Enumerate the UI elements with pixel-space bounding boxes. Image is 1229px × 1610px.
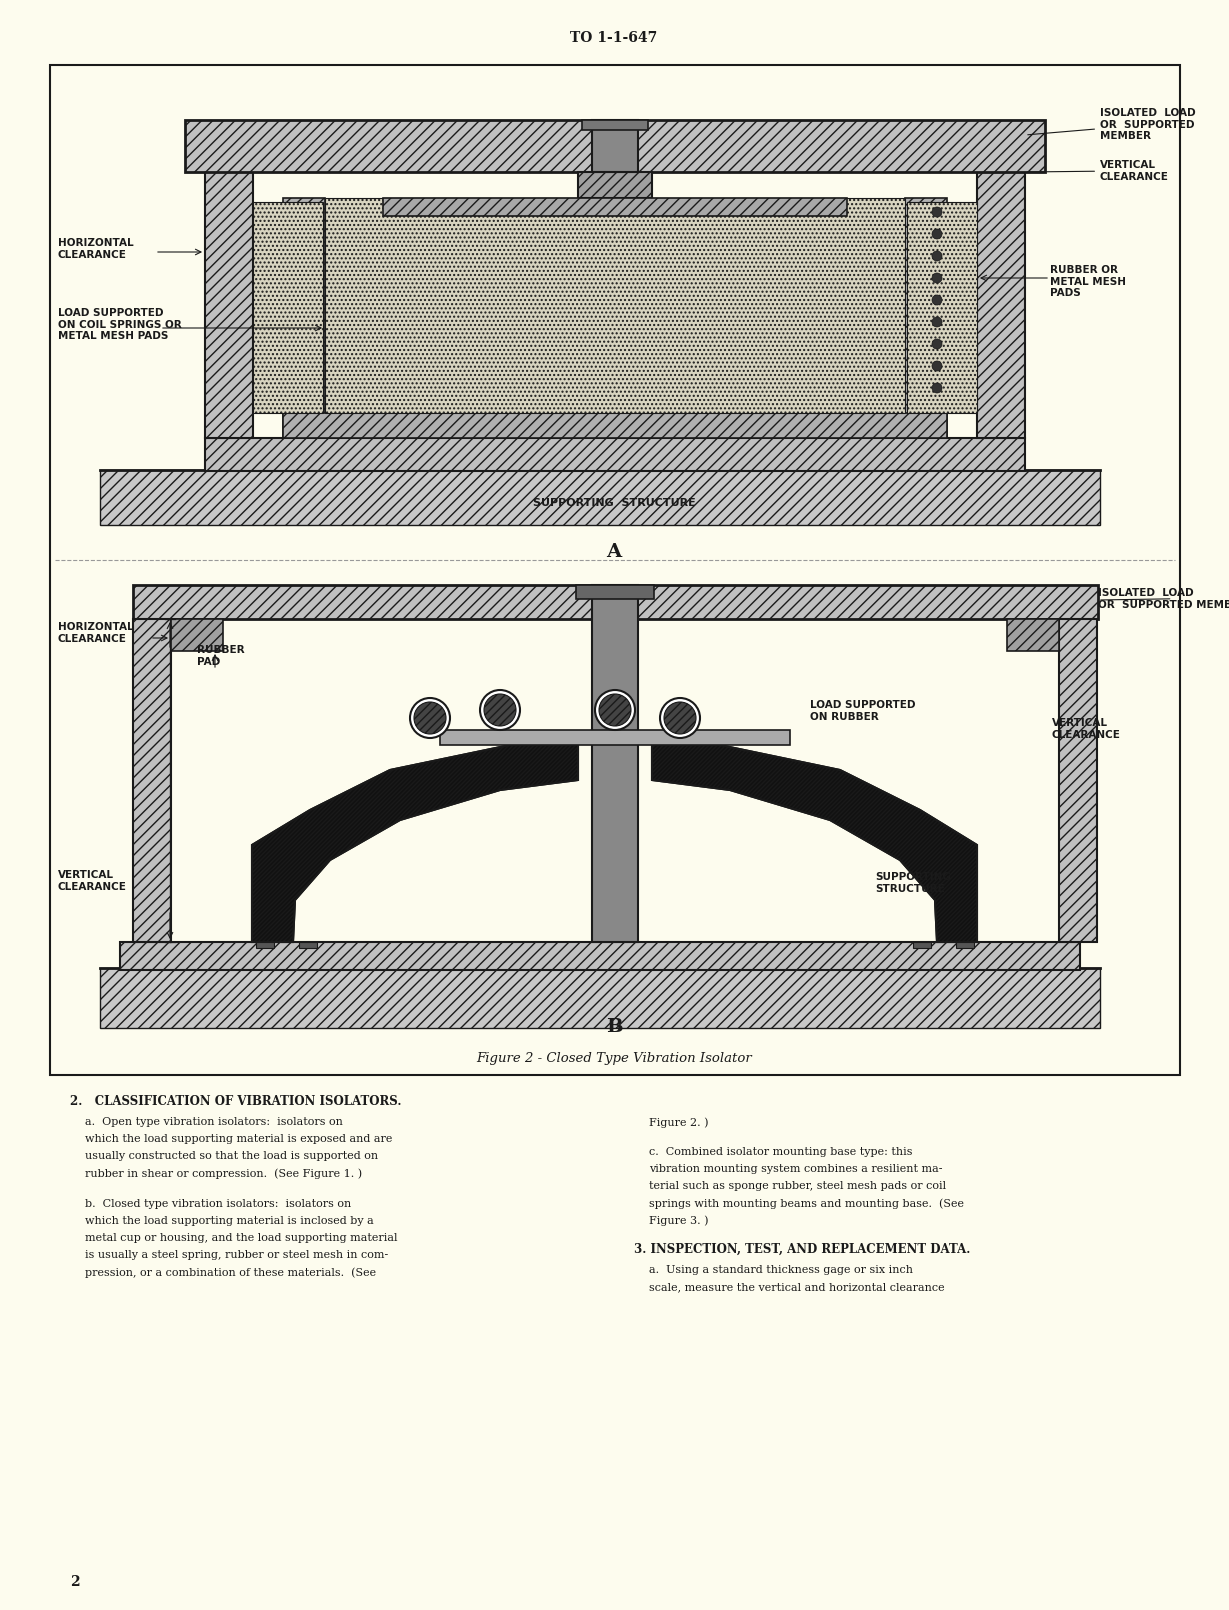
Bar [253, 201, 323, 414]
Circle shape [932, 208, 941, 217]
Text: vibration mounting system combines a resilient ma-: vibration mounting system combines a res… [649, 1164, 943, 1174]
Bar [133, 618, 171, 942]
Text: 2.   CLASSIFICATION OF VIBRATION ISOLATORS.: 2. CLASSIFICATION OF VIBRATION ISOLATORS… [70, 1095, 402, 1108]
Text: rubber in shear or compression.  (See Figure 1. ): rubber in shear or compression. (See Fig… [85, 1167, 363, 1179]
Text: HORIZONTAL
CLEARANCE: HORIZONTAL CLEARANCE [58, 621, 134, 644]
Text: Figure 2. ): Figure 2. ) [649, 1117, 708, 1127]
Text: Figure 3. ): Figure 3. ) [649, 1216, 708, 1225]
Circle shape [932, 251, 941, 261]
Bar [1059, 618, 1097, 942]
Text: Figure 2 - Closed Type Vibration Isolator: Figure 2 - Closed Type Vibration Isolato… [476, 1051, 752, 1064]
Bar [324, 198, 905, 414]
Polygon shape [252, 737, 578, 942]
Bar [383, 198, 847, 216]
Text: B: B [606, 1018, 622, 1035]
Text: ISOLATED  LOAD
OR  SUPPORTED
MEMBER: ISOLATED LOAD OR SUPPORTED MEMBER [1027, 108, 1196, 142]
Circle shape [932, 383, 941, 393]
Text: SUPPORTING  STRUCTURE: SUPPORTING STRUCTURE [532, 497, 696, 509]
Circle shape [932, 361, 941, 370]
Bar [956, 942, 975, 948]
Circle shape [932, 295, 941, 304]
Text: pression, or a combination of these materials.  (See: pression, or a combination of these mate… [85, 1267, 376, 1278]
Bar [100, 968, 1100, 1029]
Bar [120, 942, 1080, 969]
Text: 2: 2 [70, 1575, 80, 1589]
Text: TO 1-1-647: TO 1-1-647 [570, 31, 658, 45]
Circle shape [481, 691, 520, 729]
Text: c.  Combined isolator mounting base type: this: c. Combined isolator mounting base type:… [649, 1146, 912, 1158]
Bar [578, 172, 653, 198]
Bar [592, 121, 638, 172]
Circle shape [932, 229, 941, 238]
Text: LOAD SUPPORTED
ON COIL SPRINGS OR
METAL MESH PADS: LOAD SUPPORTED ON COIL SPRINGS OR METAL … [58, 308, 182, 341]
Polygon shape [252, 737, 578, 942]
Circle shape [932, 317, 941, 327]
Bar [205, 438, 1025, 472]
Circle shape [660, 699, 701, 737]
Text: springs with mounting beams and mounting base.  (See: springs with mounting beams and mounting… [649, 1198, 964, 1209]
Text: VERTICAL
CLEARANCE: VERTICAL CLEARANCE [1052, 718, 1121, 739]
Bar [186, 121, 1045, 172]
Text: is usually a steel spring, rubber or steel mesh in com-: is usually a steel spring, rubber or ste… [85, 1249, 388, 1261]
Bar [913, 942, 932, 948]
Text: metal cup or housing, and the load supporting material: metal cup or housing, and the load suppo… [85, 1233, 397, 1243]
Text: usually constructed so that the load is supported on: usually constructed so that the load is … [85, 1151, 379, 1161]
Text: A: A [606, 543, 622, 560]
Bar [171, 618, 222, 650]
Circle shape [414, 702, 446, 734]
Text: VERTICAL
CLEARANCE: VERTICAL CLEARANCE [1027, 159, 1169, 182]
Bar [256, 942, 274, 948]
Bar [205, 172, 253, 438]
Text: RUBBER
PAD: RUBBER PAD [197, 646, 245, 667]
Text: a.  Using a standard thickness gage or six inch: a. Using a standard thickness gage or si… [649, 1265, 913, 1275]
Bar [907, 201, 977, 414]
Circle shape [599, 694, 630, 726]
Circle shape [410, 699, 450, 737]
Bar [50, 64, 1180, 1075]
Circle shape [595, 691, 635, 729]
Bar [299, 942, 317, 948]
Text: 3. INSPECTION, TEST, AND REPLACEMENT DATA.: 3. INSPECTION, TEST, AND REPLACEMENT DAT… [634, 1243, 971, 1256]
Circle shape [932, 340, 941, 349]
Polygon shape [653, 737, 977, 942]
Bar [592, 584, 638, 942]
Text: a.  Open type vibration isolators:  isolators on: a. Open type vibration isolators: isolat… [85, 1117, 343, 1127]
Text: RUBBER OR
METAL MESH
PADS: RUBBER OR METAL MESH PADS [1050, 266, 1126, 298]
Bar [905, 198, 948, 438]
Text: which the load supporting material is exposed and are: which the load supporting material is ex… [85, 1133, 392, 1145]
Bar [283, 198, 324, 438]
Bar [576, 584, 654, 599]
Text: HORIZONTAL
CLEARANCE: HORIZONTAL CLEARANCE [58, 238, 134, 259]
Bar [977, 172, 1025, 438]
Text: ISOLATED  LOAD
OR  SUPPORTED MEMBER: ISOLATED LOAD OR SUPPORTED MEMBER [1097, 588, 1229, 610]
Bar [100, 470, 1100, 525]
Text: LOAD SUPPORTED
ON RUBBER: LOAD SUPPORTED ON RUBBER [810, 700, 916, 721]
Bar [283, 414, 948, 438]
Text: b.  Closed type vibration isolators:  isolators on: b. Closed type vibration isolators: isol… [85, 1199, 351, 1209]
Bar [1007, 618, 1059, 650]
Bar [583, 121, 648, 130]
Circle shape [664, 702, 696, 734]
Text: scale, measure the vertical and horizontal clearance: scale, measure the vertical and horizont… [649, 1282, 945, 1291]
Text: terial such as sponge rubber, steel mesh pads or coil: terial such as sponge rubber, steel mesh… [649, 1182, 946, 1191]
Text: which the load supporting material is inclosed by a: which the load supporting material is in… [85, 1216, 374, 1225]
Text: VERTICAL
CLEARANCE: VERTICAL CLEARANCE [58, 869, 127, 892]
Bar [440, 729, 790, 745]
Bar [133, 584, 1097, 618]
Circle shape [932, 274, 941, 283]
Text: SUPPORTING
STRUCTURE: SUPPORTING STRUCTURE [875, 873, 951, 894]
Polygon shape [653, 737, 977, 942]
Circle shape [484, 694, 516, 726]
